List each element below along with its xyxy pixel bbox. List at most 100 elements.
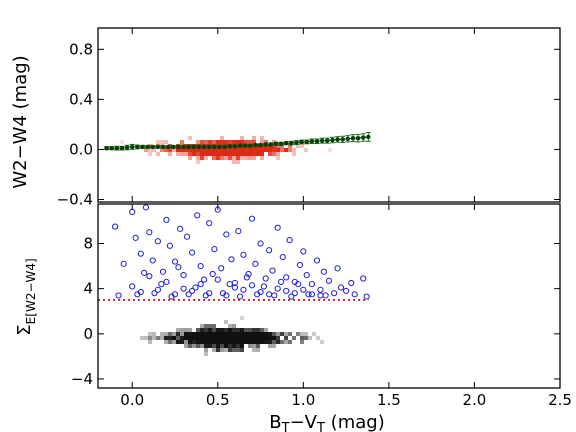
outlier-point: [295, 281, 302, 288]
mean-point: [258, 142, 263, 148]
outlier-point: [194, 212, 201, 219]
mean-point: [319, 138, 325, 143]
top-ytick-label: 0.8: [69, 40, 93, 58]
outlier-point: [154, 238, 161, 245]
outlier-point: [277, 278, 285, 285]
outlier-point: [223, 231, 230, 238]
outlier-point: [288, 293, 295, 300]
mean-point: [284, 140, 289, 146]
outlier-point: [240, 251, 247, 258]
outlier-point: [283, 274, 290, 281]
outlier-point: [305, 291, 312, 298]
xtick-label: 2.5: [548, 391, 572, 409]
mean-point: [130, 144, 135, 150]
outlier-point: [209, 270, 216, 278]
mean-point: [304, 139, 309, 145]
mean-point: [150, 144, 155, 150]
outlier-point: [360, 275, 367, 282]
bottom-outlier-points: [112, 204, 370, 300]
outlier-point: [146, 273, 153, 280]
mean-point: [124, 145, 130, 150]
mean-point: [330, 137, 335, 143]
mean-point: [212, 144, 217, 150]
mean-point: [325, 138, 330, 143]
mean-point: [160, 144, 166, 150]
mean-point: [294, 140, 299, 145]
mean-point: [268, 142, 274, 147]
mean-point: [104, 145, 109, 151]
top-ytick-label: −0.4: [57, 190, 93, 208]
bottom-y-axis-label: ΣE[W2−W4]: [14, 258, 38, 335]
outlier-point: [271, 292, 278, 299]
outlier-point: [180, 272, 187, 279]
outlier-point: [132, 234, 139, 241]
outlier-point: [185, 291, 192, 298]
outlier-point: [308, 281, 315, 288]
outlier-point: [331, 290, 338, 297]
top-binned-means: [104, 132, 371, 151]
outlier-point: [260, 283, 268, 290]
outlier-point: [175, 264, 182, 271]
outlier-point: [112, 223, 119, 230]
mean-point: [263, 142, 268, 147]
mean-point: [289, 140, 294, 146]
outlier-point: [159, 268, 167, 275]
mean-point: [335, 137, 340, 142]
xtick-label: 0.0: [120, 391, 144, 409]
bottom-ytick-label: −4: [71, 370, 93, 388]
outlier-point: [141, 269, 148, 276]
mean-point: [191, 144, 197, 150]
outlier-point: [235, 227, 242, 235]
outlier-point: [325, 277, 333, 284]
outlier-point: [317, 292, 324, 299]
top-ticks: −0.4 0.0 0.4 0.8: [57, 28, 561, 208]
mean-point: [165, 144, 171, 150]
outlier-point: [313, 257, 321, 264]
outlier-point: [254, 291, 261, 298]
outlier-point: [158, 281, 165, 288]
bottom-axes-frame: [97, 203, 561, 389]
mean-point: [350, 135, 356, 141]
outlier-point: [226, 281, 233, 288]
outlier-point: [183, 233, 191, 240]
mean-point: [171, 144, 176, 150]
xtick-label: 2.0: [463, 391, 487, 409]
xtick-label: 1.0: [291, 391, 315, 409]
outlier-point: [274, 285, 281, 292]
top-y-axis-label: W2−W4 (mag): [10, 55, 31, 188]
outlier-point: [214, 276, 221, 283]
mean-point: [155, 144, 161, 150]
outlier-point: [149, 257, 156, 264]
outlier-point: [202, 292, 209, 299]
outlier-point: [317, 286, 324, 293]
mean-point: [361, 135, 366, 140]
outlier-point: [146, 229, 153, 236]
mean-point: [196, 144, 202, 150]
mean-point: [345, 136, 351, 141]
mean-point: [309, 139, 315, 144]
top-panel: −0.4 0.0 0.4 0.8 W2−W4 (mag): [10, 27, 561, 208]
mean-point: [186, 144, 191, 150]
outlier-point: [300, 248, 307, 255]
top-ytick-label: 0.4: [69, 90, 93, 108]
outlier-point: [320, 268, 327, 275]
mean-point: [314, 139, 320, 144]
outlier-point: [228, 256, 235, 263]
bottom-panel: −4 0 4 8 0.0 0.5 1.0 1.5 2.0 2.5 ΣE[W2−W4] BT​−VT…: [14, 203, 572, 432]
mean-point: [201, 144, 207, 150]
mean-point: [253, 142, 258, 148]
xtick-label: 0.5: [206, 391, 230, 409]
mean-point: [145, 144, 150, 150]
outlier-point: [219, 290, 227, 297]
outlier-point: [197, 262, 204, 270]
outlier-point: [189, 249, 196, 256]
outlier-point: [151, 290, 158, 297]
outlier-point: [197, 281, 204, 288]
mean-point: [109, 145, 114, 151]
outlier-point: [274, 224, 281, 231]
outlier-point: [206, 220, 213, 227]
mean-point: [242, 143, 248, 148]
outlier-point: [257, 240, 264, 247]
outlier-point: [137, 250, 144, 257]
